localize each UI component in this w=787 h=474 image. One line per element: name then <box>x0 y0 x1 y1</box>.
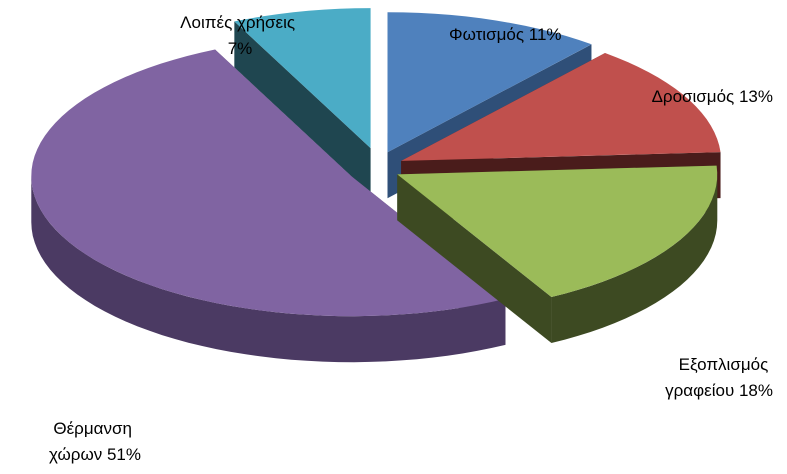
slice-label-cooling: Δροσισμός 13% <box>652 87 773 106</box>
slice-label-other-line1: Λοιπές χρήσεις <box>180 13 295 32</box>
pie-slice-lighting-top <box>387 12 592 153</box>
slice-label-other: Λοιπές χρήσεις 7% <box>180 13 300 58</box>
pie-slice-equipment-wall-0 <box>551 174 718 343</box>
pie-slice-cooling-top <box>401 53 721 161</box>
pie-slice-heating <box>31 49 506 363</box>
slice-label-equipment-line1: Εξοπλισμός <box>679 355 769 374</box>
slice-label-heating-line1: Θέρμανση <box>53 419 132 438</box>
slice-label-equipment-line2: γραφείου 18% <box>665 381 773 400</box>
pie-slice-heating-wall-0 <box>31 176 506 363</box>
slice-label-heating-line2: χώρων 51% <box>49 445 141 464</box>
pie-slice-other <box>234 8 371 195</box>
slice-label-cooling-line1: Δροσισμός 13% <box>652 87 773 106</box>
pie-slice-equipment-edge-end <box>397 174 552 344</box>
pie-slice-equipment <box>397 165 718 344</box>
pie-slice-equipment-top <box>397 165 718 297</box>
pie-slice-heating-top <box>31 49 506 317</box>
slice-label-other-line2: 7% <box>228 39 253 58</box>
slice-label-lighting-line1: Φωτισμός 11% <box>449 25 562 44</box>
pie-slice-other-edge-start <box>234 21 371 195</box>
slice-label-equipment: Εξοπλισμός γραφείου 18% <box>665 355 773 400</box>
pie-slice-other-top <box>234 8 371 149</box>
pie-slices <box>31 8 721 363</box>
slice-label-lighting: Φωτισμός 11% <box>449 25 562 44</box>
slice-label-heating: Θέρμανση χώρων 51% <box>49 419 141 464</box>
